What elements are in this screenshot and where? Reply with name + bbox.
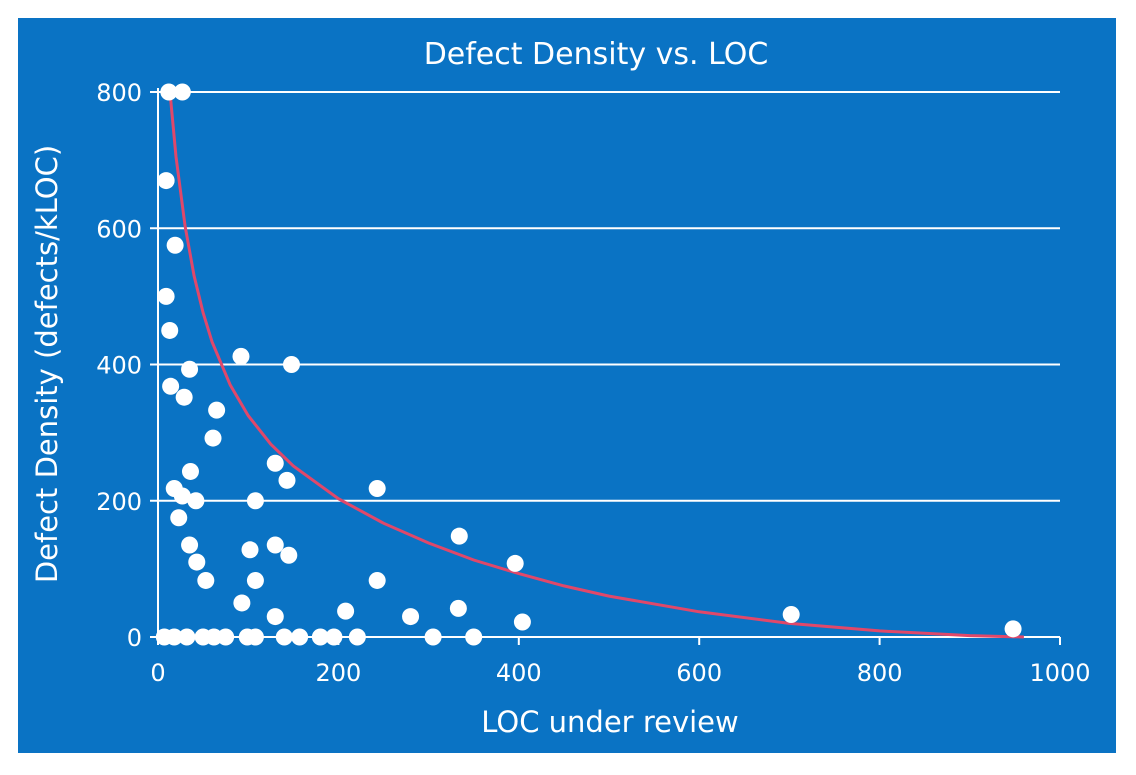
data-point-52 bbox=[348, 628, 366, 646]
data-point-50 bbox=[311, 628, 329, 646]
data-point-37 bbox=[513, 613, 531, 631]
data-point-26 bbox=[280, 546, 298, 564]
x-tick-label: 200 bbox=[315, 659, 361, 687]
data-point-10 bbox=[282, 356, 300, 373]
data-point-28 bbox=[233, 594, 251, 612]
x-tick-label: 0 bbox=[150, 659, 165, 687]
data-point-9 bbox=[232, 347, 250, 365]
x-axis-label: LOC under review bbox=[481, 705, 738, 739]
data-point-15 bbox=[173, 487, 191, 505]
data-point-49 bbox=[291, 628, 309, 646]
y-tick-label: 400 bbox=[96, 352, 142, 380]
data-point-13 bbox=[181, 462, 199, 480]
data-point-34 bbox=[449, 599, 467, 617]
trend-curve bbox=[169, 98, 1024, 639]
data-point-22 bbox=[188, 553, 206, 571]
data-point-3 bbox=[166, 236, 184, 254]
x-tick-label: 400 bbox=[496, 659, 542, 687]
data-point-31 bbox=[368, 571, 386, 589]
data-point-24 bbox=[241, 541, 259, 559]
data-point-19 bbox=[266, 454, 284, 472]
data-point-21 bbox=[181, 536, 199, 554]
x-tick-label: 800 bbox=[857, 659, 903, 687]
data-point-12 bbox=[204, 429, 222, 447]
data-point-35 bbox=[402, 608, 420, 626]
data-point-27 bbox=[246, 571, 264, 589]
data-point-51 bbox=[325, 628, 343, 646]
y-axis-label: Defect Density (defects/kLOC) bbox=[30, 145, 64, 583]
data-point-6 bbox=[162, 377, 180, 395]
data-point-29 bbox=[266, 608, 284, 626]
x-tick-label: 1000 bbox=[1029, 659, 1090, 687]
data-point-0 bbox=[160, 83, 178, 101]
data-point-30 bbox=[368, 479, 386, 497]
data-point-54 bbox=[465, 628, 483, 646]
data-point-8 bbox=[175, 388, 193, 406]
data-point-33 bbox=[450, 527, 468, 545]
data-point-53 bbox=[424, 628, 442, 646]
chart-title: Defect Density vs. LOC bbox=[424, 37, 769, 72]
data-point-42 bbox=[178, 628, 196, 646]
data-point-1 bbox=[173, 83, 191, 101]
data-point-16 bbox=[187, 492, 205, 510]
data-point-7 bbox=[181, 360, 199, 378]
data-point-48 bbox=[275, 628, 293, 646]
y-tick-label: 600 bbox=[96, 215, 142, 243]
data-point-17 bbox=[170, 509, 188, 527]
data-point-38 bbox=[782, 606, 800, 624]
data-point-39 bbox=[1004, 620, 1022, 638]
data-point-23 bbox=[197, 571, 215, 589]
y-tick-label: 0 bbox=[127, 624, 142, 652]
data-point-5 bbox=[161, 321, 179, 339]
data-point-2 bbox=[157, 172, 175, 190]
data-point-36 bbox=[506, 554, 524, 572]
data-point-20 bbox=[278, 471, 296, 489]
data-point-11 bbox=[208, 401, 226, 419]
data-point-44 bbox=[205, 628, 223, 646]
data-point-47 bbox=[246, 628, 264, 646]
x-tick-label: 600 bbox=[676, 659, 722, 687]
y-tick-label: 800 bbox=[96, 79, 142, 107]
data-point-18 bbox=[246, 492, 264, 510]
data-point-32 bbox=[337, 602, 355, 620]
data-point-41 bbox=[165, 628, 183, 646]
data-point-25 bbox=[266, 536, 284, 554]
data-point-4 bbox=[157, 287, 175, 305]
y-tick-label: 200 bbox=[96, 488, 142, 516]
data-point-45 bbox=[217, 628, 235, 646]
